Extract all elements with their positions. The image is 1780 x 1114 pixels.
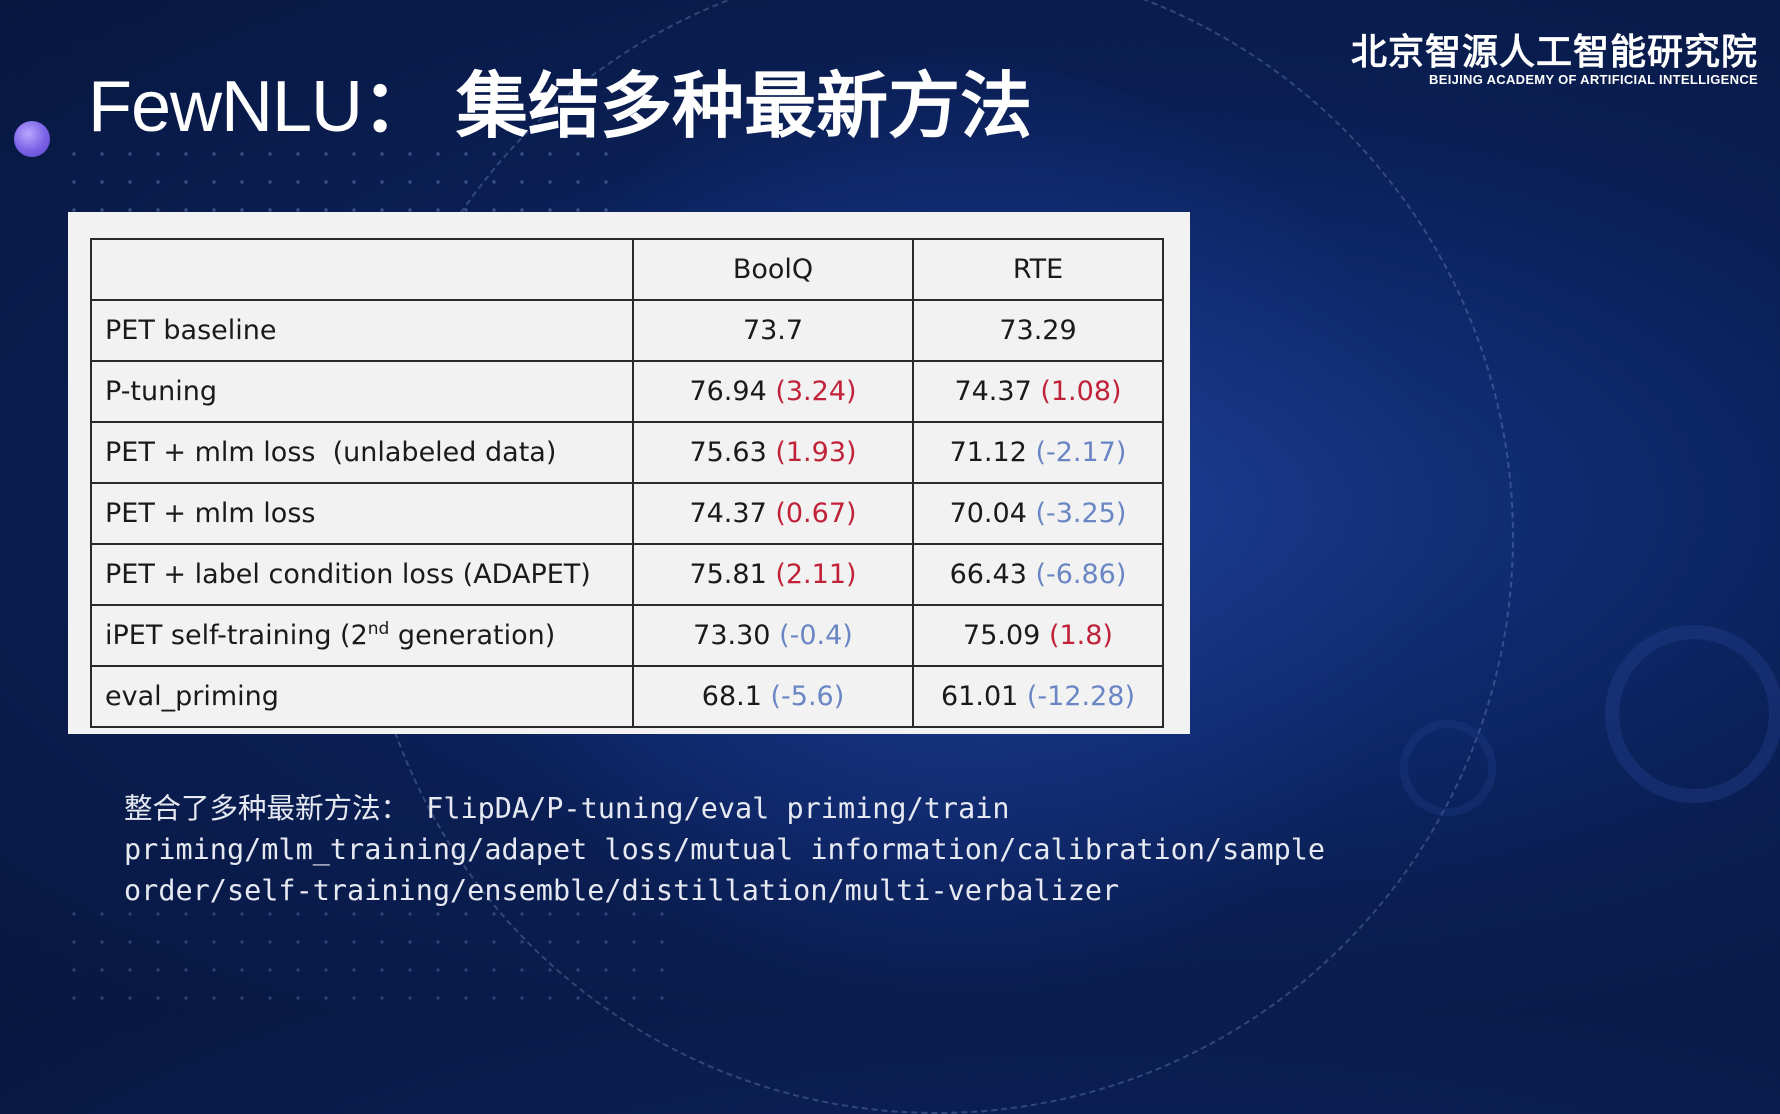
row-method: P-tuning	[90, 360, 634, 423]
header-rte: RTE	[912, 238, 1164, 301]
background-ring	[1605, 625, 1780, 803]
rte-delta: (1.08)	[1040, 376, 1122, 407]
institution-logo: 北京智源人工智能研究院 BEIJING ACADEMY OF ARTIFICIA…	[1351, 32, 1758, 88]
row-method: PET + mlm loss (unlabeled data)	[90, 421, 634, 484]
boolq-score: 73.7	[742, 315, 804, 346]
row-rte: 61.01 (-12.28)	[912, 665, 1164, 728]
rte-delta: (-3.25)	[1035, 498, 1127, 529]
row-boolq: 75.81 (2.11)	[632, 543, 914, 606]
row-rte: 73.29	[912, 299, 1164, 362]
note-line: 整合了多种最新方法： FlipDA/P-tuning/eval priming/…	[124, 792, 1010, 825]
boolq-score: 75.63	[689, 437, 767, 468]
table-row: iPET self-training (2nd generation) 73.3…	[90, 604, 1164, 667]
row-boolq: 68.1 (-5.6)	[632, 665, 914, 728]
rte-score: 73.29	[999, 315, 1077, 346]
background-dot-grid-bottom	[60, 900, 680, 1000]
table-row: eval_priming 68.1 (-5.6) 61.01 (-12.28)	[90, 665, 1164, 728]
row-boolq: 76.94 (3.24)	[632, 360, 914, 423]
table-row: PET baseline 73.7 73.29	[90, 299, 1164, 362]
title-latin: FewNLU	[88, 67, 363, 147]
rte-score: 70.04	[949, 498, 1027, 529]
row-boolq: 74.37 (0.67)	[632, 482, 914, 545]
row-boolq: 75.63 (1.93)	[632, 421, 914, 484]
table-header-row: BoolQ RTE	[90, 238, 1164, 301]
title-bullet	[14, 121, 50, 157]
row-method: PET + mlm loss	[90, 482, 634, 545]
table-row: PET + mlm loss 74.37 (0.67) 70.04 (-3.25…	[90, 482, 1164, 545]
row-boolq: 73.30 (-0.4)	[632, 604, 914, 667]
row-rte: 75.09 (1.8)	[912, 604, 1164, 667]
boolq-score: 68.1	[701, 681, 762, 712]
note-line: priming/mlm_training/adapet loss/mutual …	[124, 833, 1326, 866]
table-row: PET + label condition loss (ADAPET) 75.8…	[90, 543, 1164, 606]
boolq-delta: (0.67)	[775, 498, 857, 529]
boolq-score: 73.30	[693, 620, 771, 651]
row-method: iPET self-training (2nd generation)	[90, 604, 634, 667]
rte-delta: (-2.17)	[1035, 437, 1127, 468]
table-row: PET + mlm loss (unlabeled data) 75.63 (1…	[90, 421, 1164, 484]
slide-title: FewNLU： 集结多种最新方法	[88, 62, 1032, 152]
boolq-delta: (-0.4)	[779, 620, 853, 651]
logo-english-name: BEIJING ACADEMY OF ARTIFICIAL INTELLIGEN…	[1429, 72, 1758, 87]
boolq-delta: (3.24)	[775, 376, 857, 407]
boolq-delta: (-5.6)	[770, 681, 845, 712]
header-boolq: BoolQ	[632, 238, 914, 301]
rte-score: 61.01	[941, 681, 1019, 712]
background-ring-small	[1400, 720, 1496, 816]
row-method: PET baseline	[90, 299, 634, 362]
methods-note: 整合了多种最新方法： FlipDA/P-tuning/eval priming/…	[124, 788, 1684, 911]
rte-score: 71.12	[949, 437, 1027, 468]
boolq-delta: (2.11)	[775, 559, 857, 590]
row-rte: 74.37 (1.08)	[912, 360, 1164, 423]
row-method: PET + label condition loss (ADAPET)	[90, 543, 634, 606]
method-text-post: generation)	[389, 620, 556, 651]
logo-chinese-name: 北京智源人工智能研究院	[1350, 31, 1758, 72]
method-superscript: nd	[367, 619, 390, 639]
row-boolq: 73.7	[632, 299, 914, 362]
results-panel: BoolQ RTE PET baseline 73.7 73.29 P-tuni…	[68, 212, 1190, 734]
rte-score: 75.09	[963, 620, 1041, 651]
boolq-score: 75.81	[689, 559, 767, 590]
rte-score: 74.37	[954, 376, 1032, 407]
note-line: order/self-training/ensemble/distillatio…	[124, 874, 1120, 907]
title-chinese: 集结多种最新方法	[456, 67, 1033, 147]
results-table: BoolQ RTE PET baseline 73.7 73.29 P-tuni…	[90, 238, 1164, 728]
rte-score: 66.43	[949, 559, 1027, 590]
title-separator: ：	[362, 67, 435, 147]
header-method	[90, 238, 634, 301]
boolq-delta: (1.93)	[775, 437, 857, 468]
rte-delta: (1.8)	[1048, 620, 1113, 651]
row-rte: 71.12 (-2.17)	[912, 421, 1164, 484]
row-rte: 66.43 (-6.86)	[912, 543, 1164, 606]
rte-delta: (-12.28)	[1026, 681, 1135, 712]
boolq-score: 74.37	[689, 498, 767, 529]
method-text-pre: iPET self-training (2	[105, 620, 368, 651]
row-rte: 70.04 (-3.25)	[912, 482, 1164, 545]
rte-delta: (-6.86)	[1035, 559, 1127, 590]
boolq-score: 76.94	[689, 376, 767, 407]
table-row: P-tuning 76.94 (3.24) 74.37 (1.08)	[90, 360, 1164, 423]
row-method: eval_priming	[90, 665, 634, 728]
